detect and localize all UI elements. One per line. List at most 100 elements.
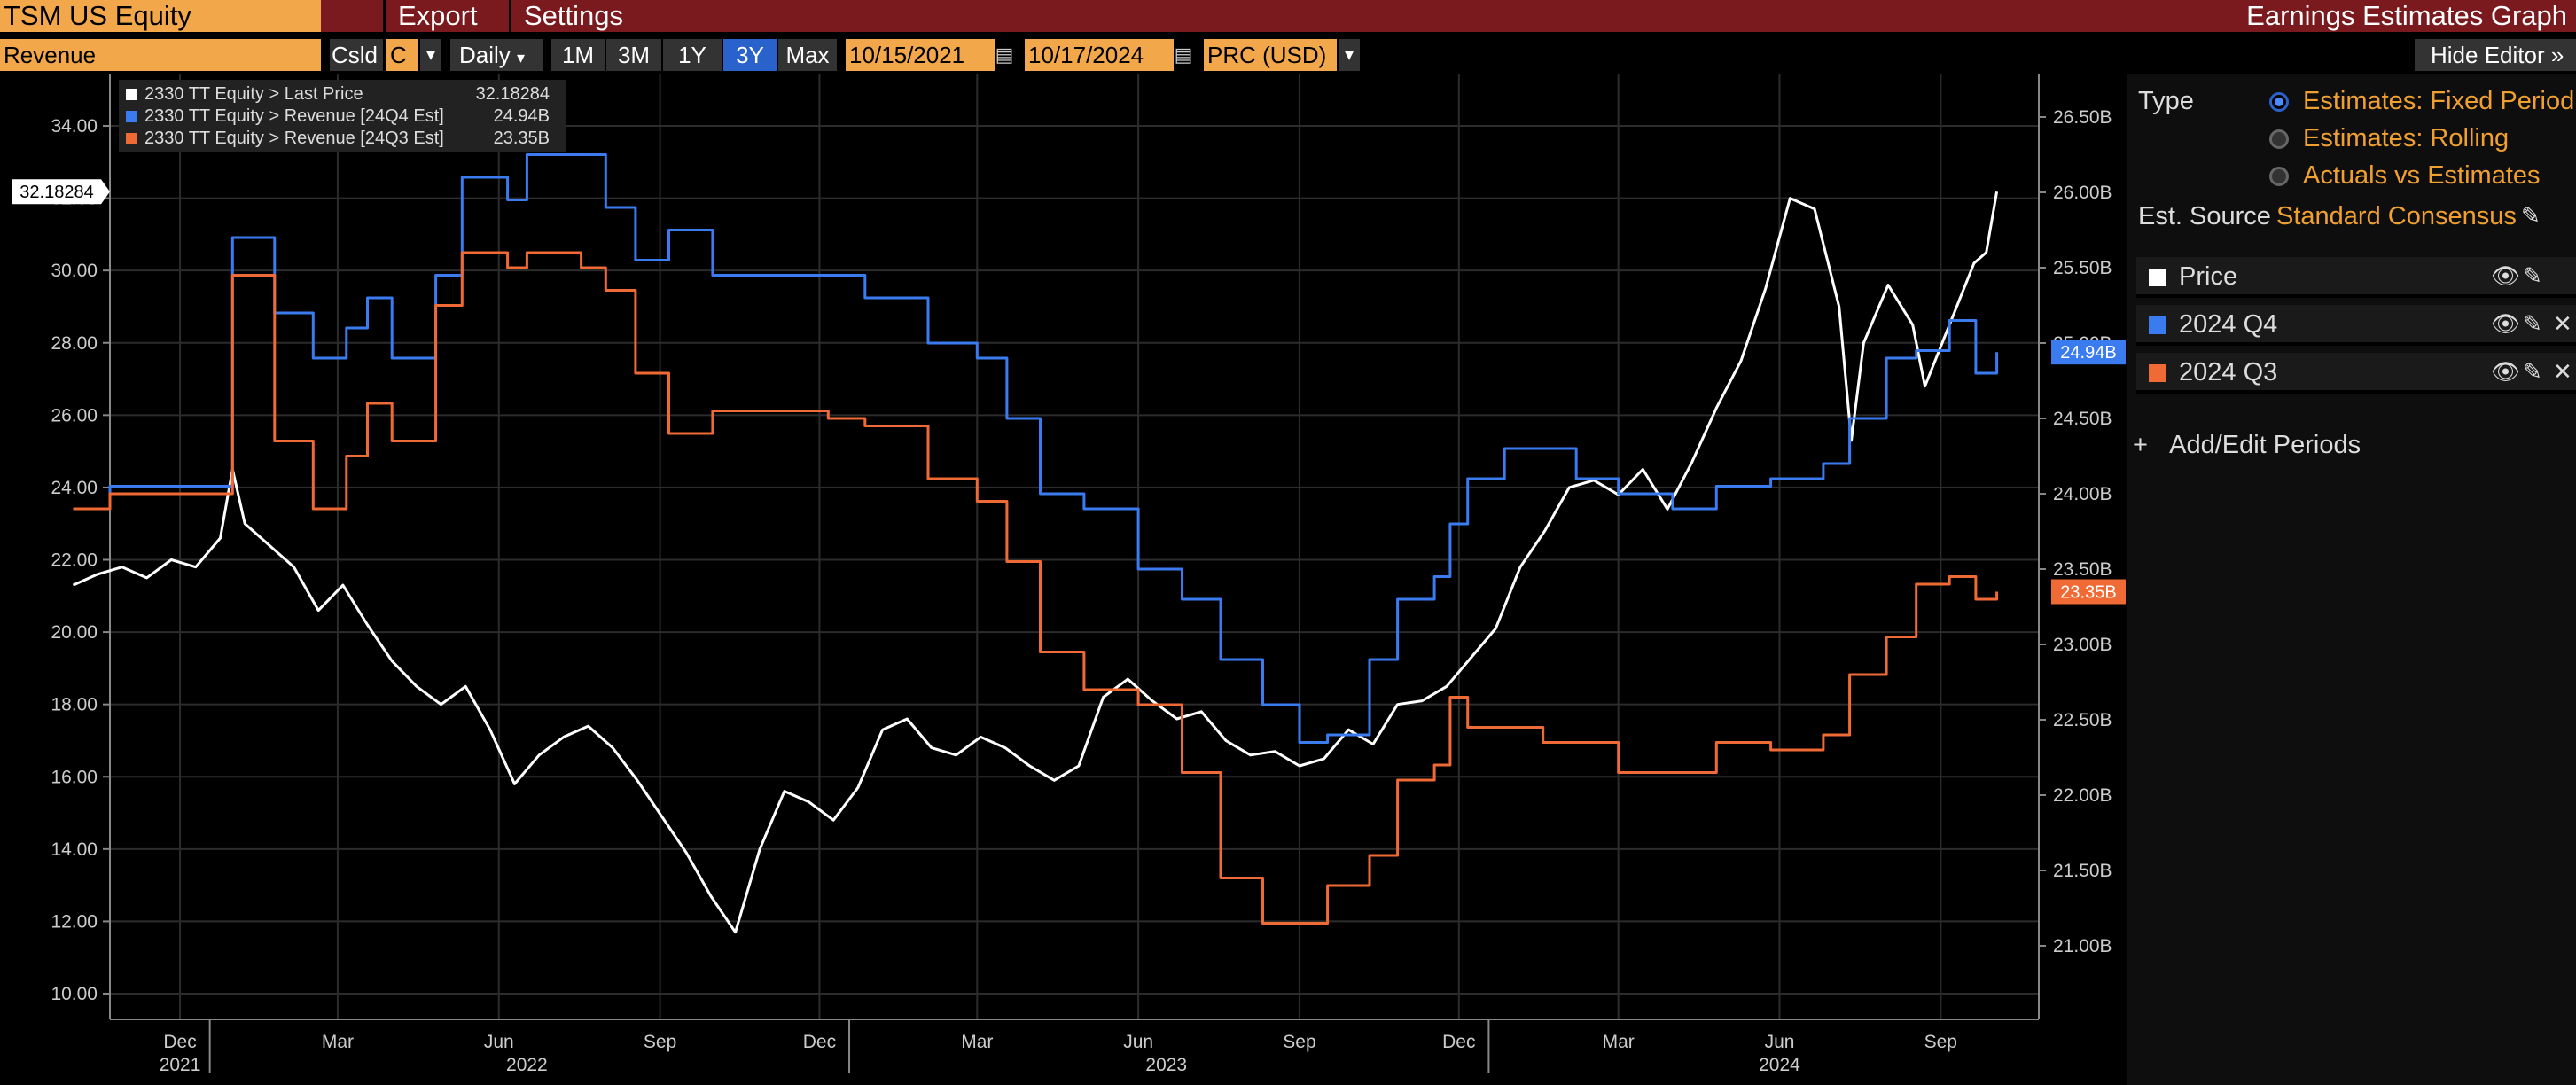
chart-axes: 34.0032.0030.0028.0026.0024.0022.0020.00… bbox=[51, 74, 2112, 1075]
csld-input[interactable]: C bbox=[386, 39, 418, 71]
close-icon[interactable]: ✕ bbox=[2553, 358, 2572, 385]
pencil-icon[interactable]: ✎ bbox=[2523, 310, 2542, 337]
type-option-rolling[interactable]: Estimates: Rolling bbox=[2303, 124, 2510, 152]
close-icon[interactable]: ✕ bbox=[2553, 310, 2572, 337]
series-swatch bbox=[2149, 316, 2166, 334]
series-line-q4 bbox=[73, 153, 1999, 744]
right-tick-label: 23.50B bbox=[2053, 559, 2112, 580]
right-tick-label: 23.00B bbox=[2053, 635, 2112, 655]
q3-badge: 23.35B bbox=[2060, 583, 2116, 603]
pencil-icon[interactable]: ✎ bbox=[2523, 262, 2542, 289]
month-tick-label: Mar bbox=[322, 1032, 354, 1052]
frequency-label: Daily bbox=[459, 42, 511, 68]
left-tick-label: 24.00 bbox=[51, 478, 98, 498]
month-tick-label: Sep bbox=[1283, 1032, 1315, 1052]
right-tick-label: 26.00B bbox=[2053, 183, 2112, 203]
month-tick-label: Mar bbox=[1603, 1032, 1635, 1052]
chart-badges: 32.18284 24.94B 23.35B bbox=[12, 179, 2126, 605]
month-tick-label: Jun bbox=[1765, 1032, 1795, 1052]
right-tick-label: 24.50B bbox=[2053, 409, 2112, 429]
page-title: Earnings Estimates Graph bbox=[2246, 0, 2567, 31]
q3-badge-bg bbox=[2051, 579, 2126, 605]
right-tick-label: 24.00B bbox=[2053, 484, 2112, 504]
series-row-price[interactable]: Price 👁 ✎ bbox=[2136, 257, 2576, 298]
price-badge-arrow bbox=[101, 179, 110, 205]
chevron-down-icon: ▾ bbox=[517, 49, 526, 66]
price-badge: 32.18284 bbox=[20, 183, 93, 202]
legend-item-q3: 2330 TT Equity > Revenue [24Q3 Est] 23.3… bbox=[126, 128, 560, 149]
series-swatch bbox=[2149, 364, 2166, 382]
legend-swatch bbox=[126, 133, 137, 144]
left-tick-label: 22.00 bbox=[51, 550, 98, 571]
series-line-price bbox=[72, 191, 1999, 934]
currency-selector[interactable]: PRC (USD) bbox=[1204, 39, 1337, 71]
range-max-button[interactable]: Max bbox=[778, 39, 837, 71]
csld-label: Csld bbox=[330, 39, 383, 71]
left-tick-label: 16.00 bbox=[51, 767, 98, 787]
chart-legend: 2330 TT Equity > Last Price 32.18284 233… bbox=[119, 80, 566, 152]
csld-dropdown-icon[interactable]: ▾ bbox=[420, 39, 441, 71]
left-tick-label: 20.00 bbox=[51, 622, 98, 643]
source-value[interactable]: Standard Consensus bbox=[2276, 202, 2517, 230]
left-tick-label: 28.00 bbox=[51, 333, 98, 354]
legend-label: 2330 TT Equity > Last Price bbox=[144, 84, 363, 104]
right-tick-label: 21.00B bbox=[2053, 936, 2112, 956]
plus-icon: + bbox=[2133, 431, 2148, 459]
price-badge-bg bbox=[12, 179, 101, 205]
type-label: Type bbox=[2138, 87, 2194, 115]
source-label: Est. Source bbox=[2138, 202, 2271, 230]
hide-editor-label: Hide Editor bbox=[2431, 42, 2545, 68]
series-name: 2024 Q3 bbox=[2179, 358, 2278, 386]
month-tick-label: Sep bbox=[1924, 1032, 1957, 1052]
legend-swatch bbox=[126, 89, 137, 100]
radio-rolling[interactable] bbox=[2269, 129, 2289, 149]
month-tick-label: Jun bbox=[1123, 1032, 1153, 1052]
range-1y-button[interactable]: 1Y bbox=[663, 39, 722, 71]
field-selector[interactable]: Revenue bbox=[0, 39, 321, 71]
calendar-icon[interactable]: ▤ bbox=[995, 43, 1014, 66]
pencil-icon[interactable]: ✎ bbox=[2523, 358, 2542, 385]
series-row-q3[interactable]: 2024 Q3 👁 ✎ ✕ bbox=[2136, 353, 2576, 394]
end-date-input[interactable]: 10/17/2024 bbox=[1025, 39, 1174, 71]
eye-icon[interactable]: 👁 bbox=[2491, 358, 2521, 385]
legend-value: 24.94B bbox=[493, 106, 550, 126]
double-chevron-right-icon: » bbox=[2550, 42, 2564, 68]
left-tick-label: 10.00 bbox=[51, 984, 98, 1004]
range-3y-button[interactable]: 3Y bbox=[723, 39, 777, 71]
range-1m-button[interactable]: 1M bbox=[551, 39, 605, 71]
range-3m-button[interactable]: 3M bbox=[606, 39, 661, 71]
radio-fixed-period[interactable] bbox=[2269, 92, 2289, 112]
month-tick-label: Mar bbox=[961, 1032, 993, 1052]
pencil-icon[interactable]: ✎ bbox=[2521, 202, 2541, 229]
left-tick-label: 12.00 bbox=[51, 911, 98, 932]
left-tick-label: 18.00 bbox=[51, 695, 98, 715]
year-label: 2023 bbox=[1145, 1055, 1187, 1075]
calendar-icon[interactable]: ▤ bbox=[1174, 43, 1193, 66]
title-bar: TSM US Equity Export Settings Earnings E… bbox=[0, 0, 2576, 32]
month-tick-label: Dec bbox=[163, 1032, 196, 1052]
type-option-fixed[interactable]: Estimates: Fixed Period bbox=[2303, 87, 2575, 115]
eye-icon[interactable]: 👁 bbox=[2491, 310, 2521, 337]
left-tick-label: 30.00 bbox=[51, 261, 98, 281]
export-menu[interactable]: Export bbox=[383, 0, 509, 32]
estimates-chart[interactable]: 34.0032.0030.0028.0026.0024.0022.0020.00… bbox=[0, 74, 2127, 1085]
toolbar: Revenue Csld C ▾ Daily ▾ 1M 3M 1Y 3Y Max… bbox=[0, 39, 2576, 74]
right-tick-label: 26.50B bbox=[2053, 107, 2112, 128]
q4-badge: 24.94B bbox=[2060, 343, 2116, 363]
add-edit-periods-button[interactable]: + Add/Edit Periods bbox=[2133, 431, 2361, 460]
type-option-actuals[interactable]: Actuals vs Estimates bbox=[2303, 161, 2541, 190]
frequency-dropdown[interactable]: Daily ▾ bbox=[450, 39, 543, 71]
hide-editor-button[interactable]: Hide Editor » bbox=[2415, 39, 2576, 71]
year-label: 2021 bbox=[160, 1055, 201, 1075]
start-date-input[interactable]: 10/15/2021 bbox=[846, 39, 995, 71]
ticker-field[interactable]: TSM US Equity bbox=[0, 0, 321, 32]
year-label: 2022 bbox=[506, 1055, 548, 1075]
eye-icon[interactable]: 👁 bbox=[2491, 262, 2521, 289]
radio-actuals[interactable] bbox=[2269, 167, 2289, 186]
currency-dropdown-icon[interactable]: ▾ bbox=[1339, 39, 1360, 71]
chart-grid bbox=[110, 74, 2039, 1019]
add-edit-periods-label: Add/Edit Periods bbox=[2169, 431, 2361, 459]
editor-panel: Type Estimates: Fixed Period Estimates: … bbox=[2127, 74, 2576, 1085]
settings-menu[interactable]: Settings bbox=[509, 0, 642, 32]
series-row-q4[interactable]: 2024 Q4 👁 ✎ ✕ bbox=[2136, 305, 2576, 346]
